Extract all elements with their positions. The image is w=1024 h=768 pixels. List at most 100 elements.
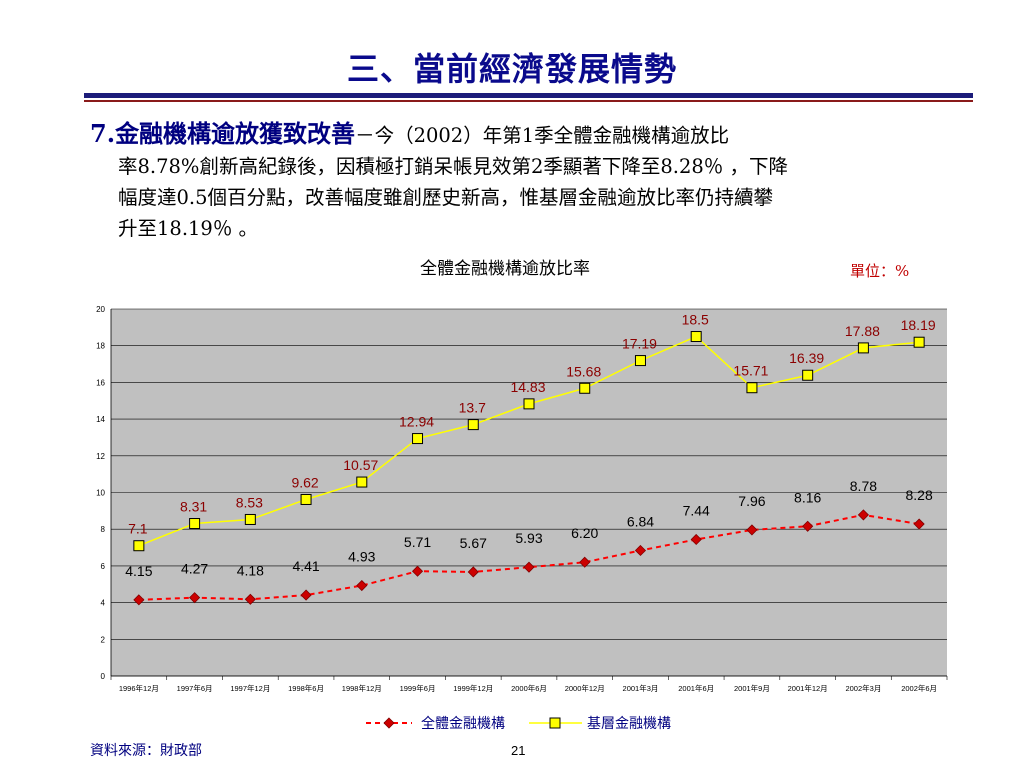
x-tick-label: 2000年12月 bbox=[565, 683, 605, 693]
data-label: 16.39 bbox=[789, 350, 824, 366]
data-label: 4.18 bbox=[237, 562, 264, 578]
item-heading: 金融機構逾放獲致改善 bbox=[115, 119, 356, 148]
x-tick-label: 2001年6月 bbox=[678, 683, 714, 693]
data-label: 17.19 bbox=[622, 336, 657, 352]
y-tick-label: 4 bbox=[101, 599, 106, 608]
diamond-marker bbox=[300, 589, 312, 601]
gridlines bbox=[111, 308, 947, 677]
data-label: 18.5 bbox=[682, 312, 709, 328]
y-tick-label: 0 bbox=[101, 672, 106, 681]
data-label: 15.68 bbox=[566, 363, 601, 379]
data-label: 7.96 bbox=[738, 493, 765, 509]
data-label: 9.62 bbox=[291, 474, 318, 490]
data-label: 8.31 bbox=[180, 499, 207, 515]
item-dash: － bbox=[355, 124, 375, 147]
x-tick-label: 2000年6月 bbox=[511, 683, 547, 693]
diamond-marker bbox=[857, 509, 869, 521]
x-tick-label: 2001年12月 bbox=[788, 683, 828, 693]
y-tick-label: 8 bbox=[101, 525, 106, 534]
paragraph-line-2: 率8.78%創新高紀錄後，因積極打銷呆帳見效第2季顯著下降至8.28％ ，下降 bbox=[118, 155, 788, 178]
diamond-marker bbox=[913, 518, 925, 530]
data-label: 5.67 bbox=[460, 535, 487, 551]
unit-label: 單位：% bbox=[850, 262, 910, 280]
series-line-all-financial bbox=[138, 513, 920, 601]
diamond-marker bbox=[189, 592, 201, 604]
source-note: 資料來源：財政部 bbox=[90, 743, 202, 759]
x-tick-label: 2002年3月 bbox=[845, 683, 881, 693]
title-rule-accent bbox=[84, 100, 973, 102]
y-tick-label: 12 bbox=[96, 452, 105, 461]
page-number: 21 bbox=[511, 743, 526, 758]
diamond-marker bbox=[356, 579, 368, 592]
diamond-marker bbox=[746, 524, 758, 536]
legend-diamond-marker bbox=[383, 717, 395, 729]
legend-label-basic-financial: 基層金融機構 bbox=[587, 715, 671, 731]
data-label: 8.53 bbox=[236, 494, 263, 510]
diamond-marker bbox=[523, 561, 535, 573]
legend-label-all-financial: 全體金融機構 bbox=[421, 715, 505, 731]
diamond-marker bbox=[634, 544, 647, 557]
data-label: 8.16 bbox=[794, 489, 821, 505]
legend: 全體金融機構 基層金融機構 bbox=[366, 715, 671, 731]
title-rule bbox=[84, 93, 973, 98]
y-tick-label: 10 bbox=[96, 489, 105, 498]
square-marker bbox=[300, 493, 312, 505]
paragraph-line-4: 升至18.19％ 。 bbox=[118, 217, 259, 240]
y-tick-label: 6 bbox=[101, 562, 106, 571]
x-tick-label: 1999年6月 bbox=[400, 683, 436, 693]
legend-square-marker bbox=[549, 717, 561, 729]
diamond-marker bbox=[467, 566, 479, 578]
data-label: 17.88 bbox=[845, 323, 880, 339]
chart-container: 0 2 4 6 8 10 12 14 16 18 20 1996年12月 1997年6月 1997年12… bbox=[84, 287, 952, 737]
x-tick-label: 1998年6月 bbox=[288, 683, 324, 693]
square-marker bbox=[189, 518, 201, 530]
data-label: 13.7 bbox=[459, 400, 486, 416]
data-label: 14.83 bbox=[510, 379, 545, 395]
diamond-marker bbox=[411, 565, 424, 577]
square-marker bbox=[690, 331, 702, 343]
paragraph-text-1: 今（2002）年第1季全體金融機構逾放比 bbox=[374, 124, 730, 147]
diamond-marker bbox=[579, 556, 591, 568]
square-marker bbox=[746, 382, 758, 394]
paragraph-line-3: 幅度達0.5個百分點，改善幅度雖創歷史新高，惟基層金融逾放比率仍持續攀 bbox=[118, 186, 774, 209]
square-marker bbox=[579, 382, 591, 394]
x-tick-label: 1997年6月 bbox=[177, 683, 213, 693]
y-tick-label: 16 bbox=[96, 378, 105, 387]
square-marker bbox=[356, 476, 368, 488]
y-tick-label: 2 bbox=[101, 635, 106, 644]
paragraph-line-1: 7.金融機構逾放獲致改善－今（2002）年第1季全體金融機構逾放比 bbox=[90, 118, 970, 151]
data-label: 5.93 bbox=[515, 530, 542, 546]
data-label: 7.1 bbox=[128, 521, 148, 537]
square-marker bbox=[412, 433, 424, 445]
data-label: 15.71 bbox=[733, 363, 768, 379]
square-marker bbox=[802, 369, 814, 381]
diamond-marker bbox=[133, 594, 145, 606]
data-label: 8.28 bbox=[906, 487, 933, 503]
data-label: 8.78 bbox=[850, 478, 877, 494]
data-label: 4.41 bbox=[292, 558, 319, 574]
x-tick-label: 2001年9月 bbox=[734, 683, 770, 693]
data-label: 4.93 bbox=[348, 549, 375, 565]
diamond-marker bbox=[690, 533, 702, 546]
data-label: 6.84 bbox=[627, 513, 654, 529]
item-number: 7. bbox=[90, 119, 116, 148]
y-tick-label: 18 bbox=[96, 342, 105, 351]
data-label: 10.57 bbox=[343, 457, 378, 473]
x-tick-label: 2002年6月 bbox=[901, 683, 937, 693]
square-marker bbox=[467, 419, 479, 431]
diamond-marker bbox=[802, 520, 814, 532]
summary-paragraph: 7.金融機構逾放獲致改善－今（2002）年第1季全體金融機構逾放比 率8.78%… bbox=[90, 118, 970, 244]
square-marker bbox=[634, 355, 646, 367]
page-title: 三、當前經濟發展情勢 bbox=[346, 50, 677, 88]
x-tick-label: 1997年12月 bbox=[230, 683, 270, 693]
series-group: 7.1 8.31 8.53 9.62 10.57 12.94 13.7 14.83 15.68 1… bbox=[125, 312, 936, 606]
y-axis: 0 2 4 6 8 10 12 14 16 18 20 bbox=[96, 305, 112, 681]
x-tick-label: 2001年3月 bbox=[623, 683, 659, 693]
x-axis: 1996年12月 1997年6月 1997年12月 1998年6月 1998年12月 19… bbox=[110, 675, 948, 693]
x-tick-label: 1999年12月 bbox=[453, 683, 493, 693]
data-label: 4.27 bbox=[181, 561, 208, 577]
y-tick-label: 14 bbox=[96, 415, 105, 424]
data-label: 4.15 bbox=[125, 563, 152, 579]
data-label: 6.20 bbox=[571, 525, 598, 541]
data-label: 7.44 bbox=[683, 502, 710, 518]
